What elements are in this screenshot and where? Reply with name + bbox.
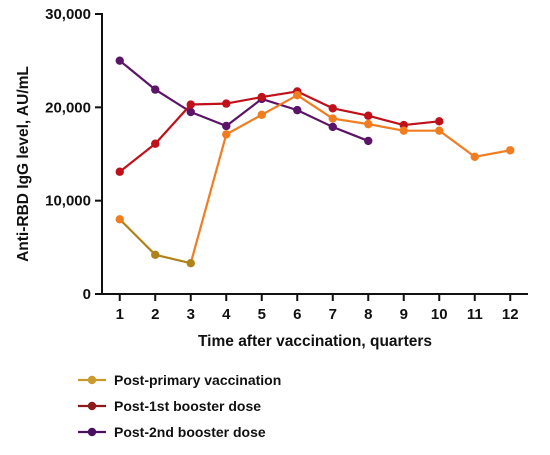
data-point xyxy=(222,121,231,131)
x-tick-label: 11 xyxy=(467,306,483,323)
data-point xyxy=(506,146,515,155)
y-axis-title: Anti-RBD IgG level, AU/mL xyxy=(15,66,32,262)
y-tick-label: 10,000 xyxy=(45,193,91,210)
x-tick-label: 8 xyxy=(364,306,372,323)
y-tick-label: 20,000 xyxy=(45,99,91,116)
data-point xyxy=(328,114,337,123)
data-point xyxy=(151,85,160,94)
series-segment xyxy=(154,253,192,265)
y-tick-label: 30,000 xyxy=(45,6,91,23)
series-segment xyxy=(189,102,228,106)
series-segment xyxy=(331,125,370,143)
series-segment xyxy=(473,149,512,158)
x-axis-title: Time after vaccination, quarters xyxy=(198,333,432,350)
data-point xyxy=(399,126,408,135)
series-segment xyxy=(225,95,263,105)
series-segment xyxy=(118,142,157,173)
legend-label: Post-2nd booster dose xyxy=(114,424,266,440)
x-tick-label: 3 xyxy=(187,306,195,323)
x-tick-label: 9 xyxy=(400,306,408,323)
series-segment xyxy=(154,103,192,145)
series-segment xyxy=(402,120,441,127)
series-1 xyxy=(115,91,515,268)
x-tick-label: 7 xyxy=(329,306,337,323)
data-point xyxy=(222,99,231,108)
series-segment xyxy=(296,90,334,110)
x-tick-label: 6 xyxy=(293,306,301,323)
data-point xyxy=(435,126,444,135)
data-point xyxy=(364,111,373,120)
data-point xyxy=(186,259,195,268)
series-segment xyxy=(438,129,476,158)
series-segment xyxy=(118,218,157,256)
data-point xyxy=(151,250,160,259)
data-point xyxy=(115,167,124,176)
series-lines xyxy=(115,56,515,268)
data-point xyxy=(293,91,302,100)
series-segment xyxy=(260,90,299,99)
legend-label: Post-primary vaccination xyxy=(114,372,281,388)
x-tick-label: 12 xyxy=(502,306,519,323)
x-tick-label: 5 xyxy=(258,306,266,323)
series-segment xyxy=(331,107,370,117)
series-segment xyxy=(189,133,228,265)
series-segment xyxy=(367,123,405,132)
legend-label: Post-1st booster dose xyxy=(114,398,261,414)
x-tick-label: 1 xyxy=(116,306,124,323)
series-segment xyxy=(260,94,299,116)
data-point xyxy=(257,92,266,102)
data-point xyxy=(186,100,195,109)
data-point xyxy=(435,117,444,126)
axis-labels: Time after vaccination, quarters Anti-RB… xyxy=(15,66,432,350)
series-3 xyxy=(115,56,373,146)
series-segment xyxy=(154,88,192,114)
legend: Post-primary vaccination Post-1st booster… xyxy=(78,372,281,440)
legend-swatch-marker xyxy=(87,401,97,411)
x-tick-label: 2 xyxy=(151,306,159,323)
data-point xyxy=(115,56,124,65)
data-point xyxy=(293,105,302,115)
data-point xyxy=(222,130,231,139)
series-2 xyxy=(115,87,444,176)
series-segment xyxy=(331,117,370,126)
data-point xyxy=(364,136,373,146)
data-point xyxy=(364,119,373,129)
data-point xyxy=(115,215,124,224)
series-segment xyxy=(296,109,334,129)
x-tick-label: 10 xyxy=(431,306,448,323)
series-segment xyxy=(189,110,228,128)
data-point xyxy=(328,104,337,113)
series-segment xyxy=(296,94,334,120)
data-point xyxy=(186,107,195,117)
legend-swatch-marker xyxy=(87,375,97,385)
data-point xyxy=(151,139,160,148)
data-point xyxy=(328,122,337,132)
data-point xyxy=(257,110,266,120)
series-segment xyxy=(118,59,157,91)
series-segment xyxy=(225,113,263,136)
x-tick-label: 4 xyxy=(222,306,231,323)
data-point xyxy=(470,152,479,161)
y-tick-label: 0 xyxy=(83,286,91,303)
series-segment xyxy=(367,114,405,127)
legend-swatch-marker xyxy=(87,427,97,437)
series-segment xyxy=(225,97,263,128)
